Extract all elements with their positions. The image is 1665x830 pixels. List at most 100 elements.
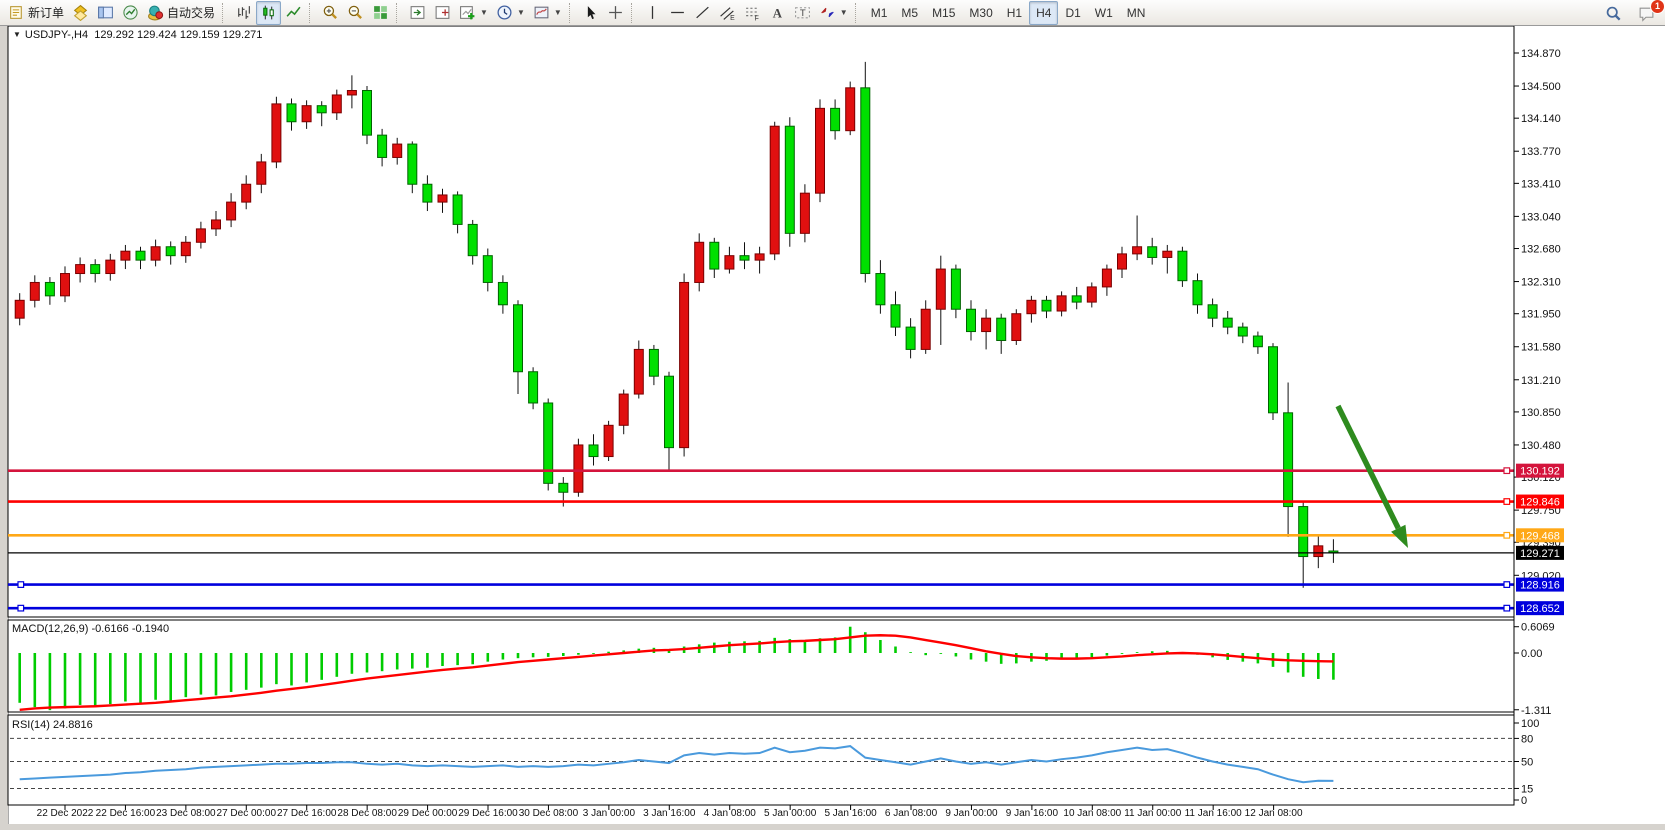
svg-text:0: 0: [1521, 795, 1527, 807]
line-chart-button[interactable]: [281, 1, 306, 25]
candle-down: [1071, 295, 1082, 303]
rsi-indicator-label: RSI(14) 24.8816: [12, 719, 93, 731]
svg-text:130.120: 130.120: [1521, 472, 1561, 484]
price-axis[interactable]: 134.870 134.500 134.140 133.770 133.410 133.0…: [1513, 26, 1561, 807]
candle-down: [90, 264, 101, 275]
auto-trading-button[interactable]: 自动交易: [143, 1, 219, 25]
new-order-button[interactable]: 新订单: [4, 1, 68, 25]
svg-text:130.192: 130.192: [1520, 466, 1560, 478]
candle-down: [1041, 299, 1052, 312]
timeframe-h4-button[interactable]: H4: [1029, 0, 1059, 25]
candle-up: [618, 393, 629, 426]
symbol-ohlc-text: USDJPY-,H4 129.292 129.424 129.159 129.2…: [24, 29, 263, 41]
navigator-icon: [98, 6, 113, 19]
candle-down: [1252, 335, 1263, 348]
arrows-button[interactable]: ▼: [815, 1, 852, 25]
timeframe-m30-button[interactable]: M30: [969, 5, 993, 20]
line-handle[interactable]: [1503, 467, 1511, 475]
candle-down: [452, 194, 463, 225]
line-handle[interactable]: [1503, 531, 1511, 539]
candle-down: [513, 304, 523, 373]
timeframe-m15-button[interactable]: M15: [932, 5, 956, 20]
templates-button[interactable]: ▼: [529, 1, 566, 25]
timeframe-w1-button[interactable]: W1: [1094, 5, 1113, 20]
candle-down: [588, 444, 599, 458]
candle-up: [799, 192, 810, 234]
arrow-head: [1391, 524, 1408, 548]
horizontal-line-button[interactable]: [665, 1, 690, 25]
tile-windows-button[interactable]: [368, 1, 393, 25]
new-chart-button[interactable]: [118, 1, 143, 25]
auto-scroll-button[interactable]: [430, 1, 455, 25]
chart-window[interactable]: 134.870 134.500 134.140 133.770 133.410 133.0…: [0, 26, 1665, 830]
svg-text:15: 15: [1521, 783, 1533, 795]
dropdown-arrow-icon: ▼: [480, 8, 488, 17]
zoom-out-button[interactable]: [343, 1, 368, 25]
search-button[interactable]: [1601, 1, 1626, 25]
svg-text:133.770: 133.770: [1521, 146, 1561, 158]
candle-up: [603, 424, 614, 458]
cursor-button[interactable]: [578, 1, 603, 25]
candle-up: [195, 228, 206, 243]
text-label-button[interactable]: T: [790, 1, 815, 25]
periods-button[interactable]: ▼: [492, 1, 529, 25]
candle-up: [1117, 253, 1127, 270]
navigator-button[interactable]: [93, 1, 118, 25]
svg-text:131.580: 131.580: [1521, 342, 1561, 354]
timeframe-d1-button[interactable]: D1: [1065, 5, 1081, 20]
candle-up: [1101, 268, 1112, 288]
candle-down: [966, 308, 976, 333]
candle-down: [1237, 326, 1248, 337]
timeframe-h1-button[interactable]: H1: [1006, 5, 1023, 20]
timeframe-m5-button[interactable]: M5: [901, 5, 919, 20]
svg-text:133.410: 133.410: [1521, 178, 1561, 190]
notifications-button[interactable]: 1: [1634, 0, 1665, 25]
chart-shift-button[interactable]: [405, 1, 430, 25]
line-handle[interactable]: [1503, 581, 1511, 588]
candle-up: [1162, 250, 1173, 258]
svg-text:27 Dec 16:00: 27 Dec 16:00: [277, 808, 337, 819]
svg-text:10 Jan 08:00: 10 Jan 08:00: [1063, 808, 1121, 819]
crosshair-button[interactable]: [603, 1, 628, 25]
equidistant-channel-button[interactable]: E: [715, 1, 740, 25]
svg-text:129.271: 129.271: [1520, 548, 1560, 560]
candle-up: [1132, 246, 1143, 255]
time-axis[interactable]: 22 Dec 2022 22 Dec 16:00 23 Dec 08:00 27 De…: [37, 805, 1303, 819]
candle-up: [920, 308, 931, 350]
svg-text:9 Jan 00:00: 9 Jan 00:00: [945, 808, 998, 819]
timeframe-m1-button[interactable]: M1: [870, 5, 888, 20]
line-handle[interactable]: [17, 604, 25, 612]
candlestick-chart-button[interactable]: [256, 0, 282, 25]
candle-down: [558, 482, 569, 493]
candle-down: [860, 87, 871, 275]
chart-line-icon: [286, 6, 301, 17]
zoom-in-button[interactable]: [318, 1, 343, 25]
candle-up: [1011, 313, 1022, 341]
candle-up: [1026, 299, 1037, 315]
candle-down: [497, 281, 508, 306]
horizontal-line-objects[interactable]: [8, 467, 1514, 612]
trendline-button[interactable]: [690, 1, 715, 25]
timeframe-mn-button[interactable]: MN: [1126, 5, 1146, 20]
text-button[interactable]: A: [765, 1, 790, 25]
candle-up: [392, 143, 403, 158]
svg-text:128.916: 128.916: [1520, 580, 1560, 592]
line-handle[interactable]: [1503, 604, 1511, 612]
chart-autoscroll-icon: [435, 6, 450, 19]
arrow-annotation[interactable]: [1335, 404, 1408, 548]
line-handle[interactable]: [1503, 498, 1511, 505]
candle-down: [664, 375, 674, 449]
fibonacci-icon: F: [745, 7, 759, 21]
chevron-down-icon[interactable]: ▼: [13, 30, 21, 39]
market-watch-button[interactable]: [68, 1, 93, 25]
new-chart-icon: [123, 5, 138, 20]
vertical-line-button[interactable]: [640, 1, 665, 25]
chart-canvas[interactable]: 134.870 134.500 134.140 133.770 133.410 133.0…: [0, 26, 1665, 830]
bar-chart-button[interactable]: [231, 1, 256, 25]
svg-text:5 Jan 16:00: 5 Jan 16:00: [824, 808, 877, 819]
indicators-button[interactable]: ▼: [455, 1, 492, 25]
fibonacci-button[interactable]: F: [740, 1, 765, 25]
candle-up: [150, 246, 161, 261]
candle-down: [950, 268, 961, 310]
line-handle[interactable]: [17, 581, 25, 588]
